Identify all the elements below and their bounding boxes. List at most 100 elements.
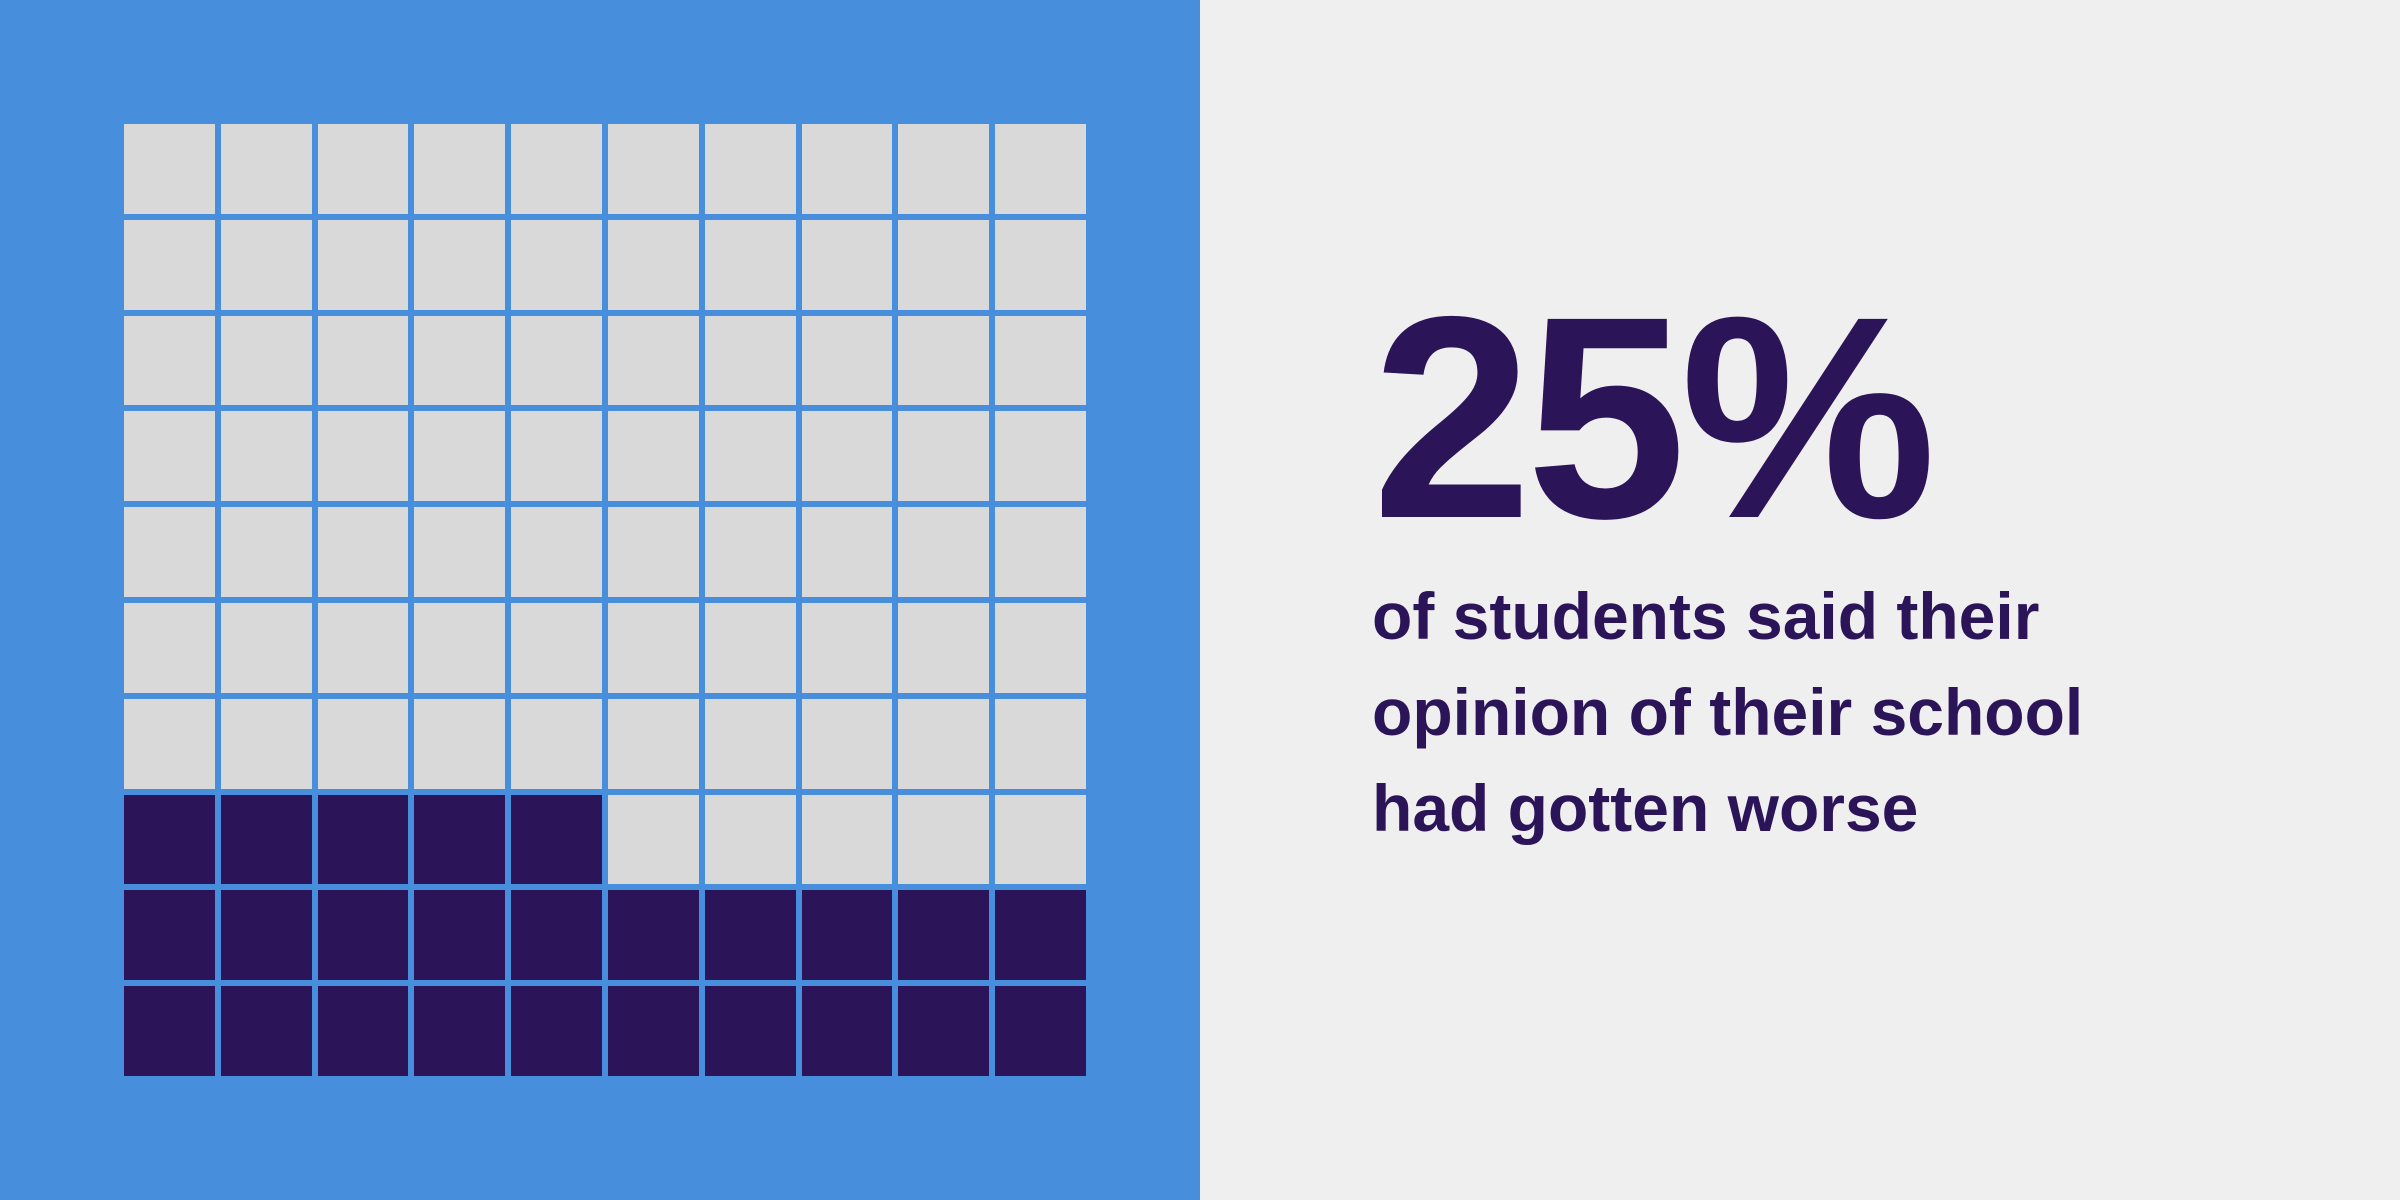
waffle-cell-empty <box>317 698 409 789</box>
waffle-cell-empty <box>220 124 312 214</box>
waffle-cell-empty <box>608 124 699 214</box>
waffle-cell-empty <box>608 603 699 693</box>
waffle-cell-filled <box>220 890 312 981</box>
stat-panel: 25% of students said their opinion of th… <box>1200 0 2400 1200</box>
waffle-cell-empty <box>995 794 1086 885</box>
waffle-cell-empty <box>704 219 796 310</box>
waffle-cell-empty <box>995 507 1086 597</box>
waffle-cell-empty <box>995 603 1086 693</box>
stat-value: 25% <box>1372 257 1936 579</box>
waffle-cell-empty <box>995 411 1086 502</box>
waffle-cell-empty <box>124 507 215 597</box>
waffle-cell-empty <box>220 219 312 310</box>
waffle-cell-empty <box>511 315 602 406</box>
waffle-cell-filled <box>414 986 506 1076</box>
waffle-cell-empty <box>124 219 215 310</box>
waffle-cell-empty <box>995 315 1086 406</box>
waffle-cell-empty <box>801 507 893 597</box>
waffle-cell-empty <box>898 124 990 214</box>
waffle-cell-empty <box>704 603 796 693</box>
waffle-cell-empty <box>124 698 215 789</box>
waffle-cell-empty <box>317 124 409 214</box>
waffle-cell-empty <box>898 698 990 789</box>
waffle-cell-filled <box>511 794 602 885</box>
waffle-cell-empty <box>414 411 506 502</box>
waffle-cell-empty <box>220 315 312 406</box>
waffle-cell-filled <box>995 890 1086 981</box>
chart-panel <box>0 0 1200 1200</box>
waffle-cell-empty <box>511 603 602 693</box>
waffle-cell-empty <box>608 698 699 789</box>
waffle-cell-empty <box>898 219 990 310</box>
waffle-cell-empty <box>317 507 409 597</box>
waffle-cell-empty <box>801 315 893 406</box>
waffle-cell-filled <box>124 986 215 1076</box>
waffle-cell-empty <box>511 124 602 214</box>
waffle-cell-filled <box>414 794 506 885</box>
waffle-cell-empty <box>608 794 699 885</box>
waffle-cell-filled <box>124 794 215 885</box>
waffle-cell-filled <box>124 890 215 981</box>
caption-line: opinion of their school <box>1372 675 2084 749</box>
waffle-cell-empty <box>511 698 602 789</box>
waffle-cell-empty <box>317 315 409 406</box>
waffle-cell-filled <box>414 890 506 981</box>
waffle-cell-empty <box>704 698 796 789</box>
waffle-cell-empty <box>801 698 893 789</box>
waffle-cell-empty <box>704 794 796 885</box>
waffle-cell-empty <box>220 698 312 789</box>
waffle-cell-empty <box>801 219 893 310</box>
waffle-cell-empty <box>220 411 312 502</box>
waffle-cell-filled <box>704 890 796 981</box>
waffle-cell-empty <box>898 507 990 597</box>
waffle-cell-filled <box>801 986 893 1076</box>
waffle-cell-filled <box>704 986 796 1076</box>
waffle-cell-filled <box>608 986 699 1076</box>
waffle-cell-filled <box>511 986 602 1076</box>
waffle-cell-empty <box>704 124 796 214</box>
waffle-cell-filled <box>317 986 409 1076</box>
waffle-cell-empty <box>801 124 893 214</box>
waffle-cell-empty <box>801 794 893 885</box>
waffle-cell-empty <box>995 219 1086 310</box>
waffle-cell-empty <box>317 411 409 502</box>
waffle-cell-empty <box>511 411 602 502</box>
waffle-cell-empty <box>704 411 796 502</box>
waffle-cell-empty <box>220 507 312 597</box>
waffle-cell-filled <box>898 986 990 1076</box>
waffle-chart <box>124 124 1086 1076</box>
waffle-cell-empty <box>801 603 893 693</box>
waffle-cell-empty <box>414 603 506 693</box>
waffle-cell-empty <box>414 315 506 406</box>
waffle-cell-empty <box>995 698 1086 789</box>
waffle-cell-empty <box>317 219 409 310</box>
waffle-cell-empty <box>608 411 699 502</box>
waffle-cell-empty <box>898 603 990 693</box>
waffle-cell-empty <box>995 124 1086 214</box>
waffle-cell-empty <box>898 315 990 406</box>
waffle-cell-empty <box>608 219 699 310</box>
waffle-cell-empty <box>414 124 506 214</box>
waffle-cell-empty <box>898 411 990 502</box>
waffle-cell-empty <box>220 603 312 693</box>
waffle-cell-empty <box>124 411 215 502</box>
waffle-cell-filled <box>317 794 409 885</box>
waffle-cell-filled <box>995 986 1086 1076</box>
waffle-cell-filled <box>317 890 409 981</box>
waffle-cell-empty <box>414 698 506 789</box>
waffle-cell-empty <box>704 315 796 406</box>
waffle-cell-empty <box>317 603 409 693</box>
waffle-cell-empty <box>124 603 215 693</box>
waffle-cell-filled <box>511 890 602 981</box>
stat-caption: of students said their opinion of their … <box>1372 568 2272 856</box>
waffle-cell-empty <box>608 507 699 597</box>
waffle-cell-empty <box>511 219 602 310</box>
waffle-cell-empty <box>124 315 215 406</box>
waffle-cell-empty <box>414 219 506 310</box>
caption-line: of students said their <box>1372 579 2040 653</box>
waffle-cell-empty <box>898 794 990 885</box>
waffle-cell-empty <box>414 507 506 597</box>
waffle-cell-empty <box>704 507 796 597</box>
waffle-cell-empty <box>124 124 215 214</box>
waffle-cell-filled <box>608 890 699 981</box>
